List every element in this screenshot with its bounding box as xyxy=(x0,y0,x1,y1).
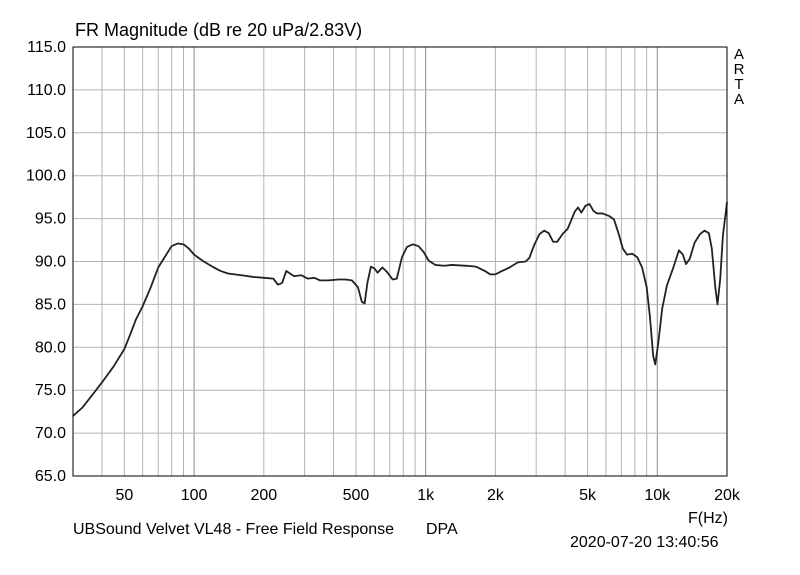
y-tick-label: 85.0 xyxy=(35,296,66,313)
measurement-timestamp: 2020-07-20 13:40:56 xyxy=(570,534,719,551)
plot-grid xyxy=(73,47,727,476)
arta-watermark: A R T A xyxy=(733,47,745,107)
x-tick-label: 20k xyxy=(714,487,741,504)
y-tick-label: 80.0 xyxy=(35,339,66,356)
x-tick-label: 200 xyxy=(250,487,277,504)
watermark-letter: R xyxy=(733,61,745,78)
watermark-letter: A xyxy=(733,46,744,63)
watermark-letter: T xyxy=(734,76,744,93)
plot-frame xyxy=(72,46,728,477)
x-tick-label: 500 xyxy=(343,487,370,504)
watermark-letter: A xyxy=(733,91,744,108)
response-curve-group xyxy=(72,202,728,417)
y-tick-label: 65.0 xyxy=(35,468,66,485)
x-tick-label: 10k xyxy=(644,487,671,504)
y-tick-label: 105.0 xyxy=(26,125,66,142)
y-tick-label: 90.0 xyxy=(35,254,66,271)
y-tick-label: 110.0 xyxy=(27,82,66,99)
y-tick-label: 115.0 xyxy=(27,39,66,56)
frequency-response-curve xyxy=(72,202,728,417)
microphone-label: DPA xyxy=(426,521,458,538)
x-axis-label: F(Hz) xyxy=(688,510,728,527)
x-tick-label: 50 xyxy=(115,487,133,504)
x-tick-label: 1k xyxy=(417,487,435,504)
x-tick-label: 2k xyxy=(487,487,505,504)
y-tick-label: 75.0 xyxy=(35,382,66,399)
x-tick-label: 5k xyxy=(579,487,597,504)
y-tick-labels: 65.0 70.0 75.0 80.0 85.0 90.0 95.0 100.0 105.0 11… xyxy=(26,39,66,485)
chart-title: FR Magnitude (dB re 20 uPa/2.83V) xyxy=(75,20,363,40)
measurement-description: UBSound Velvet VL48 - Free Field Respons… xyxy=(73,521,395,538)
y-tick-label: 100.0 xyxy=(26,168,66,185)
x-tick-label: 100 xyxy=(181,487,208,504)
y-tick-label: 95.0 xyxy=(35,211,66,228)
y-tick-label: 70.0 xyxy=(35,425,66,442)
x-tick-labels: 50 100 200 500 1k 2k 5k 10k 20k xyxy=(115,487,740,504)
